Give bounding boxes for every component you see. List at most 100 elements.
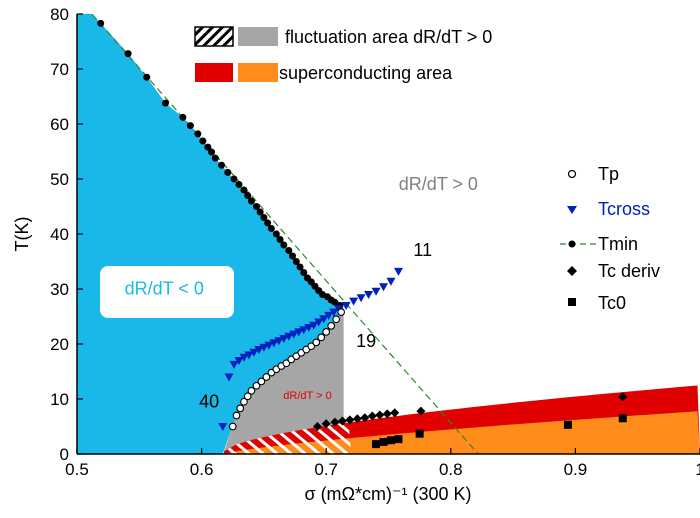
- y-axis-label: T(K): [12, 217, 32, 252]
- tcross-point: [309, 321, 319, 330]
- tmin-point: [260, 214, 268, 221]
- legend-swatch-red: [195, 63, 233, 82]
- dr-negative-label-box: [100, 266, 234, 318]
- tcross-point: [289, 330, 299, 339]
- legend-tmin-marker: [568, 240, 576, 248]
- y-tick-label: 70: [50, 60, 69, 79]
- x-tick-label: 0.5: [65, 460, 89, 479]
- tp-point: [243, 392, 252, 401]
- legend-tc0-marker: [568, 298, 576, 306]
- tmin-point: [267, 225, 275, 232]
- tc-deriv-point: [330, 417, 340, 427]
- tc-deriv-point: [618, 392, 628, 402]
- tmin-point: [292, 258, 300, 265]
- tmin-point: [199, 137, 207, 145]
- legend-tcderiv-label: Tc deriv: [598, 261, 660, 281]
- tmin-point: [97, 19, 105, 27]
- tp-point: [322, 328, 331, 336]
- tp-point: [327, 322, 336, 330]
- tp-point: [282, 359, 291, 368]
- tmin-point: [296, 263, 304, 271]
- tc0-point: [415, 429, 424, 438]
- x-tick-label: 1: [695, 460, 700, 479]
- tmin-point: [300, 269, 308, 276]
- tc0-point: [379, 437, 388, 446]
- y-tick-label: 50: [50, 170, 69, 189]
- tcross-point: [239, 353, 249, 362]
- tc0-point: [372, 440, 381, 449]
- tc0-point: [563, 420, 572, 429]
- tcross-point: [341, 302, 351, 310]
- tmin-trend-line: [91, 14, 479, 454]
- tmin-point: [204, 143, 212, 151]
- tcross-point: [393, 267, 403, 276]
- tcross-point: [264, 341, 274, 350]
- tmin-point: [272, 230, 280, 238]
- tp-point: [236, 404, 245, 413]
- tcross-point: [356, 294, 366, 303]
- legend-tcross-label: Tcross: [598, 199, 650, 219]
- tc-deriv-point: [345, 415, 355, 425]
- tc-deriv-point: [312, 422, 322, 431]
- legend-tcderiv-marker: [567, 266, 577, 276]
- tcross-point: [299, 326, 309, 335]
- x-tick-label: 0.6: [190, 460, 214, 479]
- tcross-point: [319, 315, 329, 324]
- tp-point: [232, 411, 241, 420]
- dr-negative-label: dR/dT < 0: [125, 279, 204, 299]
- legend-tc0-label: Tc0: [598, 293, 626, 313]
- legend-swatch-orange: [238, 63, 278, 82]
- y-tick-label: 60: [50, 115, 69, 134]
- tmin-point: [179, 113, 187, 121]
- y-tick-label: 40: [50, 225, 69, 244]
- tcross-point: [259, 343, 269, 352]
- tp-point: [262, 373, 271, 381]
- tmin-point: [276, 236, 284, 243]
- tp-point: [257, 377, 266, 386]
- tp-point: [312, 338, 321, 347]
- tc-deriv-point: [375, 410, 385, 420]
- tmin-point: [124, 50, 132, 58]
- tp-point: [252, 381, 261, 390]
- tmin-point: [252, 203, 260, 210]
- tmin-point: [143, 73, 151, 81]
- tcross-point: [218, 423, 228, 431]
- x-axis-label: σ (mΩ*cm)⁻¹ (300 K): [304, 484, 471, 504]
- tc-deriv-point: [390, 408, 400, 418]
- legend-tp-label: Tp: [598, 164, 619, 184]
- x-tick-label: 0.8: [439, 460, 463, 479]
- tcross-point: [364, 291, 374, 299]
- tc0-point: [386, 436, 395, 445]
- tcross-point: [349, 297, 359, 306]
- tp-point: [240, 397, 248, 406]
- axes: 0.50.60.70.80.9101020304050607080: [50, 5, 700, 479]
- tc-deriv-point: [337, 416, 347, 426]
- tmin-point: [280, 241, 288, 249]
- tp-point: [317, 333, 326, 342]
- negative-dr-region: [77, 14, 344, 454]
- right-legend: Tp Tcross Tmin Tc deriv Tc0: [560, 164, 660, 313]
- tp-point: [332, 315, 341, 324]
- legend-swatch-hatched: [194, 26, 234, 47]
- tmin-point: [240, 186, 248, 194]
- tcross-point: [314, 318, 324, 327]
- tcross-point: [379, 283, 389, 292]
- tmin-point: [331, 298, 339, 306]
- tmin-point: [208, 148, 216, 156]
- tc-deriv-point: [382, 409, 392, 419]
- tmin-point: [247, 197, 255, 205]
- legend-tcross-marker: [567, 206, 577, 214]
- tmin-point: [244, 192, 252, 199]
- tp-point: [337, 308, 346, 316]
- tmin-point: [289, 252, 297, 260]
- tmin-point: [161, 99, 169, 107]
- tmin-point: [235, 181, 243, 188]
- legend-fluctuation-label: fluctuation area dR/dT > 0: [285, 27, 492, 47]
- regions-layer: [77, 14, 700, 454]
- annotation-19: 19: [356, 331, 376, 351]
- x-tick-label: 0.9: [564, 460, 588, 479]
- tmin-point: [256, 208, 264, 216]
- y-tick-label: 10: [50, 390, 69, 409]
- tmin-point: [285, 247, 293, 254]
